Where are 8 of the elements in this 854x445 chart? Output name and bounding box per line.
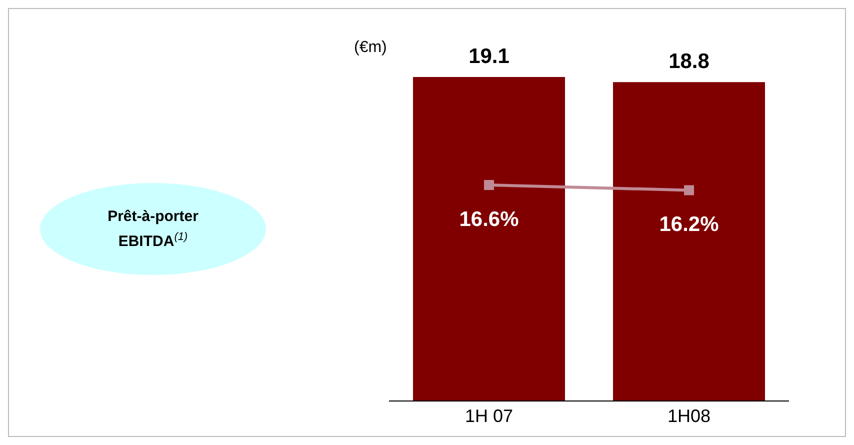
data-label: 16.2% — [659, 213, 720, 236]
data-label: 18.8 — [668, 50, 710, 74]
data-label: 19.1 — [468, 45, 510, 68]
x-tick-label: 1H 07 — [464, 406, 514, 426]
data-label: 16.6% — [459, 208, 520, 231]
ellipse-label: Prêt-à-porter EBITDA$^{(1)}$ — [40, 183, 266, 275]
x-tick-label: 1H08 — [667, 406, 711, 426]
y-axis-title: (€m) — [354, 39, 387, 57]
